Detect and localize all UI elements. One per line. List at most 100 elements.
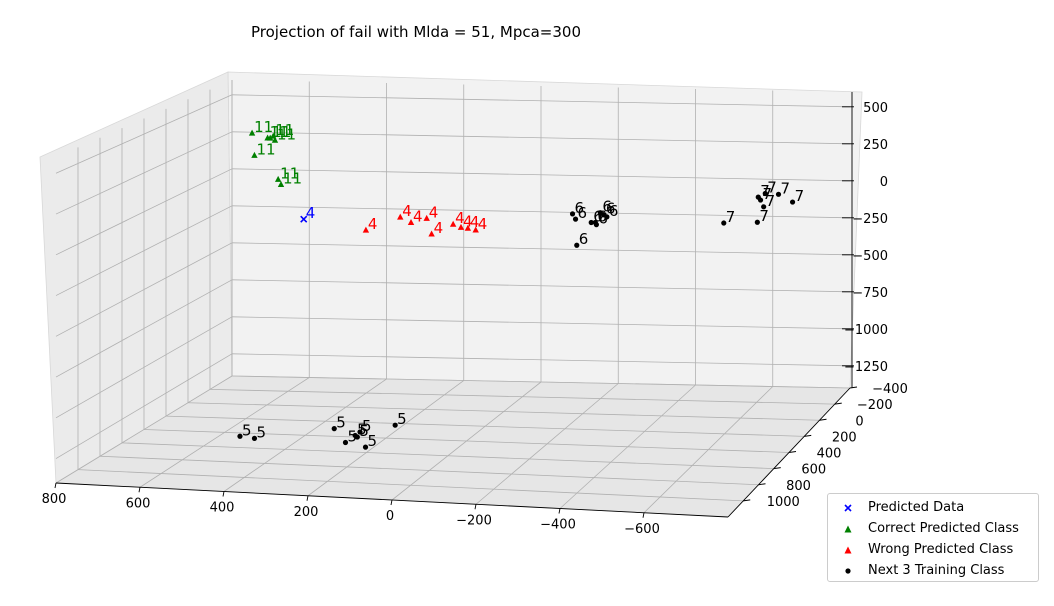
point-label: 6 [578,204,588,222]
training-class-point [597,210,603,216]
point-label: 6 [597,207,607,225]
legend-label: Correct Predicted Class [868,521,1019,536]
point-label: 5 [242,421,252,439]
point-label: 4 [434,219,444,237]
training-class-point [775,191,782,197]
x-marker-icon [828,503,868,513]
training-class-point [574,242,580,248]
circle-marker-icon [828,566,868,576]
y-tick [849,386,858,389]
training-class-point [331,426,337,432]
x-tick-label: 600 [126,496,151,511]
x-tick-label: −200 [456,513,492,528]
grid-line [121,442,774,470]
correct-class-point [271,136,279,143]
training-class-point [593,222,599,228]
point-label: 7 [759,207,769,225]
wrong-class-point [407,219,415,226]
chart-title: Projection of fail with Mlda = 51, Mpca=… [251,23,581,41]
y-tick [819,418,827,421]
point-label: 4 [478,215,488,233]
grid-line [55,205,233,296]
wrong-class-point [423,214,430,221]
training-class-point [588,219,594,226]
y-tick-label: 600 [801,463,826,478]
point-label: 7 [795,187,805,205]
wrong-class-point [449,220,457,227]
training-class-point [757,197,764,203]
point-label: 5 [359,422,369,440]
point-label: 4 [429,203,439,221]
legend-label: Wrong Predicted Class [868,542,1014,557]
grid-lines [55,80,851,514]
wrong-class-point [428,230,435,237]
grid-line [209,388,835,405]
x-tick [474,504,477,510]
y-tick-label: 200 [832,430,857,445]
y-tick-label: 800 [786,479,811,494]
y-tick-label: 1000 [767,495,800,510]
x-tick-label: 0 [386,509,394,524]
correct-class-point [277,180,285,187]
point-label: 7 [767,178,777,196]
grid-line [143,429,790,453]
z-tick-label: −1250 [844,360,888,375]
training-class-point [342,439,349,446]
correct-class-point [267,134,274,141]
wrong-class-point [464,224,472,231]
grid-line [55,353,233,459]
grid-line [231,316,851,330]
x-tick-label: −400 [540,518,576,533]
point-label: 5 [362,417,372,435]
x-tick-label: −600 [624,522,660,537]
point-label: 11 [277,125,296,143]
training-class-point [789,199,796,205]
training-class-point [721,220,727,226]
triangle-marker-icon [828,545,868,555]
correct-class-point [251,151,258,158]
legend-entry-next-3-training-class: Next 3 Training Class [828,560,1038,581]
point-label: 11 [283,169,302,187]
point-label: 11 [272,123,291,141]
correct-class-point [274,175,282,182]
x-tick [138,487,141,493]
grid-line [187,402,820,421]
legend: Predicted Data Correct Predicted Class W… [827,493,1039,582]
grid-line [231,168,851,182]
training-class-point [251,435,258,441]
point-label: 5 [368,432,378,450]
y-tick [773,467,781,470]
y-tick-label: −400 [872,382,908,397]
point-label: 6 [609,202,619,220]
x-tick [306,495,309,501]
y-tick-label: 0 [855,414,863,429]
grid-line [231,279,851,293]
z-tick-label: −250 [852,212,888,227]
grid-line [231,375,851,389]
point-label: 5 [347,427,357,445]
point-label: 4 [455,209,465,227]
point-label: 11 [254,118,273,136]
point-label: 6 [593,207,603,225]
grid-line [231,242,851,256]
y-tick-label: −200 [857,398,893,413]
x-tick-label: 400 [210,501,235,516]
training-class-point [762,190,768,197]
legend-entry-correct-predicted-class: Correct Predicted Class [828,518,1038,539]
point-label: 5 [256,423,266,441]
training-class-point [237,433,243,439]
triangle-marker-icon [828,524,868,534]
z-tick-label: 500 [863,101,888,116]
x-tick [558,508,561,514]
wrong-class-point [472,226,479,233]
grid-line [99,455,759,486]
point-label: 6 [598,210,608,228]
x-tick [222,491,225,497]
y-tick [758,483,766,486]
grid-line [55,316,233,419]
training-class-point [604,214,610,220]
z-tick-label: −1000 [844,323,888,338]
training-class-point [572,216,579,222]
grid-line [231,205,851,219]
